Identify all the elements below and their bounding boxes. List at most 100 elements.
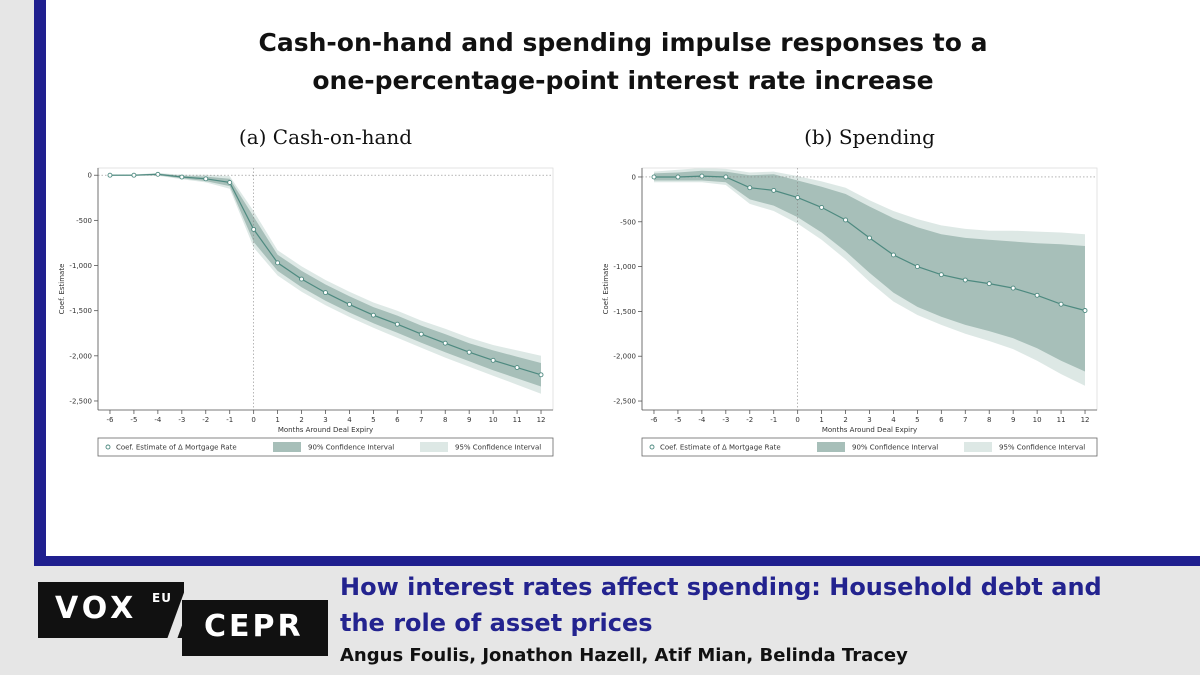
data-point [1082, 308, 1088, 313]
data-point [1034, 292, 1040, 298]
data-point [699, 173, 705, 179]
x-tick-label: 6 [939, 416, 944, 424]
x-tick-label: 1 [819, 416, 823, 424]
y-axis-label: Coef. Estimate [58, 264, 66, 315]
y-tick-label: 0 [88, 172, 92, 180]
legend-marker-estimate [105, 444, 111, 450]
figure-title-line-2: one-percentage-point interest rate incre… [312, 66, 934, 95]
data-point [251, 226, 257, 232]
x-tick-label: -4 [154, 416, 162, 424]
data-point [771, 187, 777, 193]
data-point [795, 195, 801, 201]
y-tick-label: -500 [76, 217, 92, 225]
cepr-logo: CEPR [182, 600, 328, 656]
data-point [370, 312, 376, 318]
data-point [418, 331, 424, 337]
ci95-band [654, 168, 1085, 386]
y-tick-label: -2,000 [613, 353, 636, 361]
y-tick-label: 0 [632, 173, 636, 181]
data-point [651, 174, 657, 180]
data-point [938, 272, 944, 278]
data-point [227, 179, 233, 185]
data-point [843, 217, 849, 223]
x-tick-label: 2 [299, 416, 303, 424]
data-point [131, 172, 137, 178]
x-tick-label: 0 [795, 416, 799, 424]
legend-swatch-ci90 [273, 442, 301, 452]
ci90-band [110, 173, 541, 387]
x-tick-label: 9 [467, 416, 471, 424]
legend-swatch-ci95 [420, 442, 448, 452]
legend-swatch-ci95 [964, 442, 992, 452]
figure-title-line-1: Cash-on-hand and spending impulse respon… [258, 28, 988, 57]
x-tick-label: -3 [722, 416, 729, 424]
x-axis-label: Months Around Deal Expiry [278, 426, 373, 434]
x-tick-label: 11 [513, 416, 522, 424]
y-tick-label: -500 [620, 218, 636, 226]
figure-title: Cash-on-hand and spending impulse respon… [46, 24, 1200, 100]
data-point [299, 276, 305, 282]
x-tick-label: 12 [1081, 416, 1090, 424]
x-tick-label: -5 [674, 416, 681, 424]
data-point [394, 321, 400, 327]
x-tick-label: -5 [130, 416, 137, 424]
legend-swatch-ci90 [817, 442, 845, 452]
data-point [914, 264, 920, 270]
data-point [107, 172, 113, 178]
data-point [323, 290, 328, 296]
y-tick-label: -2,000 [69, 352, 92, 360]
y-tick-label: -2,500 [613, 398, 636, 406]
x-tick-label: 11 [1057, 416, 1066, 424]
data-point [723, 174, 729, 180]
chart-title: (b) Spending [804, 125, 935, 149]
x-tick-label: -1 [226, 416, 233, 424]
legend-label-ci95: 95% Confidence Interval [999, 444, 1085, 452]
data-point [466, 349, 472, 355]
logo-eu-text: EU [152, 591, 172, 605]
data-point [514, 365, 520, 371]
legend-label-ci90: 90% Confidence Interval [852, 444, 938, 452]
y-axis-label: Coef. Estimate [602, 264, 610, 315]
data-point [1058, 301, 1064, 307]
x-tick-label: 4 [347, 416, 352, 424]
x-tick-label: -6 [650, 416, 658, 424]
x-tick-label: 8 [443, 416, 447, 424]
x-tick-label: 10 [1033, 416, 1042, 424]
article-title[interactable]: How interest rates affect spending: Hous… [340, 569, 1195, 641]
x-tick-label: 9 [1011, 416, 1015, 424]
x-tick-label: 8 [987, 416, 991, 424]
logo-cepr-text: CEPR [204, 609, 304, 644]
x-tick-label: 5 [915, 416, 919, 424]
x-tick-label: -3 [178, 416, 185, 424]
x-tick-label: 10 [489, 416, 498, 424]
x-tick-label: 0 [251, 416, 255, 424]
y-tick-label: -1,000 [613, 263, 636, 271]
x-tick-label: 1 [275, 416, 279, 424]
data-point [890, 252, 896, 258]
chart-title: (a) Cash-on-hand [239, 125, 412, 149]
legend-label-ci95: 95% Confidence Interval [455, 444, 541, 452]
x-tick-label: -6 [106, 416, 114, 424]
chart-cash-on-hand: (a) Cash-on-hand 0 -500 -1,000 -1,500 -2,000 -… [58, 125, 554, 457]
y-tick-label: -1,500 [613, 308, 636, 316]
x-tick-label: 4 [891, 416, 896, 424]
article-authors: Angus Foulis, Jonathon Hazell, Atif Mian… [340, 645, 908, 666]
x-tick-label: -1 [770, 416, 777, 424]
data-point [275, 260, 281, 266]
legend-marker-estimate [649, 444, 655, 450]
logo-vox-text: VOX [55, 591, 138, 626]
legend-label-ci90: 90% Confidence Interval [308, 444, 394, 452]
data-point [747, 185, 753, 191]
data-point [867, 235, 872, 241]
data-point [346, 301, 352, 307]
chart-spending: (b) Spending 0 -500 -1,000 -1,500 -2,000 -2,50… [602, 125, 1098, 457]
data-point [179, 174, 185, 180]
x-axis-label: Months Around Deal Expiry [822, 426, 917, 434]
x-tick-label: 2 [843, 416, 847, 424]
data-point [962, 277, 968, 283]
legend-label-estimate: Coef. Estimate of Δ Mortgage Rate [116, 444, 237, 452]
article-title-line-1: How interest rates affect spending: Hous… [340, 573, 1102, 601]
data-point [675, 174, 681, 180]
data-point [538, 372, 544, 378]
x-tick-label: 7 [419, 416, 423, 424]
